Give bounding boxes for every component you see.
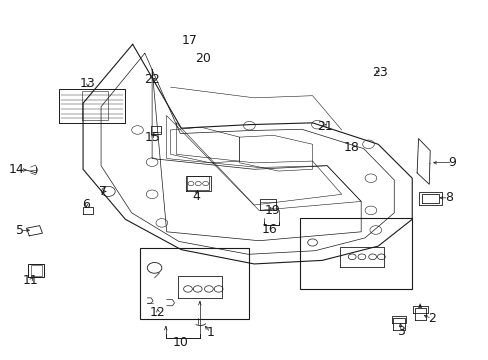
Text: 7: 7: [98, 185, 106, 198]
Text: 17: 17: [182, 34, 198, 47]
Text: 20: 20: [195, 52, 211, 65]
Text: 15: 15: [144, 131, 160, 144]
Text: 21: 21: [316, 120, 332, 133]
Text: 14: 14: [9, 163, 25, 176]
Text: 8: 8: [444, 192, 452, 204]
Text: 1: 1: [206, 326, 214, 339]
Text: 19: 19: [264, 204, 280, 217]
Text: 18: 18: [343, 141, 359, 154]
Text: ▲: ▲: [418, 303, 422, 308]
Text: 22: 22: [144, 73, 160, 86]
Text: 13: 13: [80, 77, 96, 90]
Text: 9: 9: [448, 156, 456, 168]
Bar: [300, 217, 411, 289]
Text: 2: 2: [427, 312, 435, 325]
Text: 11: 11: [22, 274, 39, 287]
Text: 10: 10: [172, 336, 188, 349]
Text: 5: 5: [16, 224, 24, 237]
Text: 23: 23: [371, 66, 387, 79]
Text: 16: 16: [262, 223, 277, 236]
Text: 4: 4: [192, 190, 200, 203]
Text: 12: 12: [150, 306, 165, 319]
Bar: [140, 248, 249, 319]
Text: 6: 6: [82, 198, 90, 211]
Text: 3: 3: [396, 325, 404, 338]
